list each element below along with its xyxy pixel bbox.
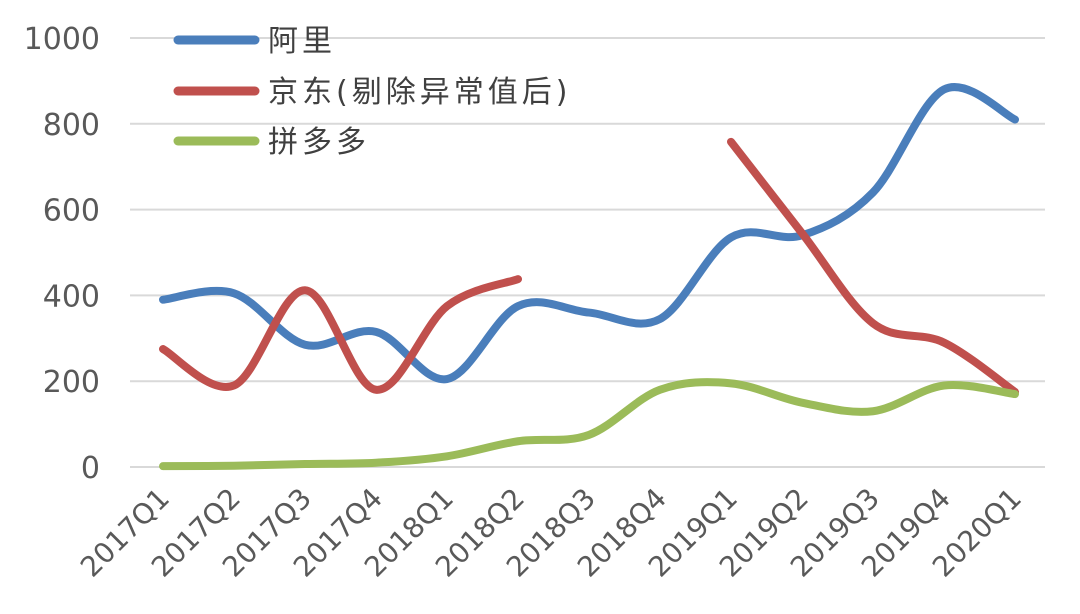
y-axis: 0 200 400 600 800 1000 [24, 22, 100, 486]
series-line-1 [727, 137, 1019, 396]
series-line-2 [159, 378, 1019, 471]
y-tick-label: 200 [43, 365, 100, 400]
gridlines [130, 37, 1045, 468]
legend-label: 京东(剔除异常值后) [268, 75, 571, 110]
series-line-1 [159, 275, 522, 394]
series-lines [159, 83, 1019, 471]
legend-label: 拼多多 [268, 125, 370, 160]
y-tick-label: 400 [43, 279, 100, 314]
series-line-0 [159, 83, 1019, 384]
y-tick-label: 600 [43, 194, 100, 229]
y-tick-label: 800 [43, 108, 100, 143]
x-axis: 2017Q12017Q22017Q32017Q42018Q12018Q22018… [74, 482, 1028, 584]
legend-label: 阿里 [268, 24, 336, 59]
y-tick-label: 0 [81, 451, 100, 486]
y-tick-label: 1000 [24, 22, 100, 57]
